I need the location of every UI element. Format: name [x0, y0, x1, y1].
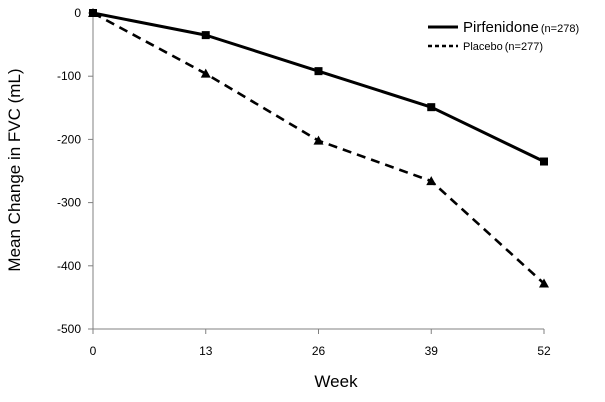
x-tick-label: 52	[537, 344, 551, 358]
axes	[88, 12, 545, 334]
series-line-placebo	[92, 11, 545, 285]
y-axis-label: Mean Change in FVC (mL)	[5, 68, 24, 271]
x-axis-label: Week	[314, 372, 358, 391]
x-tick-label: 0	[90, 344, 97, 358]
y-tick-label: 0	[74, 6, 81, 20]
point-pirfenidone	[314, 67, 323, 76]
y-tick-label: -200	[57, 132, 81, 146]
x-tick-label: 26	[312, 344, 326, 358]
point-placebo	[539, 278, 549, 288]
point-placebo	[88, 8, 98, 17]
point-pirfenidone	[427, 103, 436, 112]
y-tick-label: -400	[57, 259, 81, 273]
y-tick-label: -500	[57, 322, 81, 336]
legend: Pirfenidone (n=278) Placebo (n=277)	[428, 19, 579, 53]
x-tick-label: 13	[199, 344, 213, 358]
point-placebo	[200, 68, 211, 78]
x-tick-label: 39	[425, 344, 439, 358]
legend-label-pirfenidone: Pirfenidone (n=278)	[463, 19, 579, 36]
point-placebo	[426, 176, 437, 186]
y-tick-label: -300	[57, 196, 81, 210]
y-tick-labels: 0 -100 -200 -300 -400 -500	[57, 6, 81, 336]
series-group	[88, 8, 549, 288]
y-tick-label: -100	[57, 69, 81, 83]
x-tick-labels: 0 13 26 39 52	[90, 344, 551, 358]
point-pirfenidone	[201, 31, 210, 40]
point-pirfenidone	[540, 157, 548, 166]
point-placebo	[313, 135, 324, 145]
legend-label-placebo: Placebo (n=277)	[463, 41, 543, 53]
